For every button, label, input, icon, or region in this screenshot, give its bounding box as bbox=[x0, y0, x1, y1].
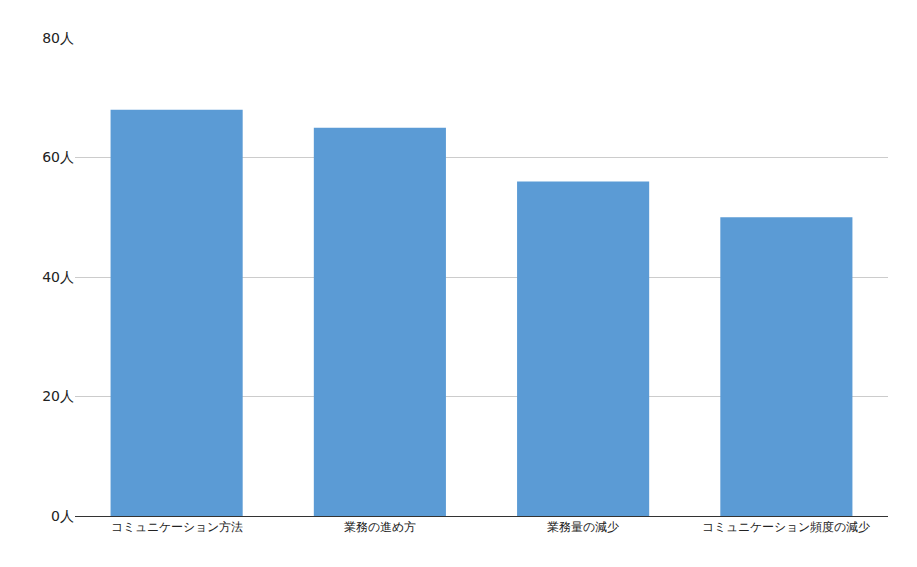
svg-text:業務の進め方: 業務の進め方 bbox=[344, 520, 416, 534]
svg-text:コミュニケーション頻度の減少: コミュニケーション頻度の減少 bbox=[702, 520, 870, 534]
svg-text:40人: 40人 bbox=[42, 269, 74, 285]
svg-text:20人: 20人 bbox=[42, 388, 74, 404]
svg-text:0人: 0人 bbox=[51, 508, 74, 524]
svg-text:コミュニケーション方法: コミュニケーション方法 bbox=[111, 520, 243, 534]
svg-text:業務量の減少: 業務量の減少 bbox=[547, 520, 619, 534]
svg-text:60人: 60人 bbox=[42, 149, 74, 165]
svg-text:80人: 80人 bbox=[42, 30, 74, 46]
